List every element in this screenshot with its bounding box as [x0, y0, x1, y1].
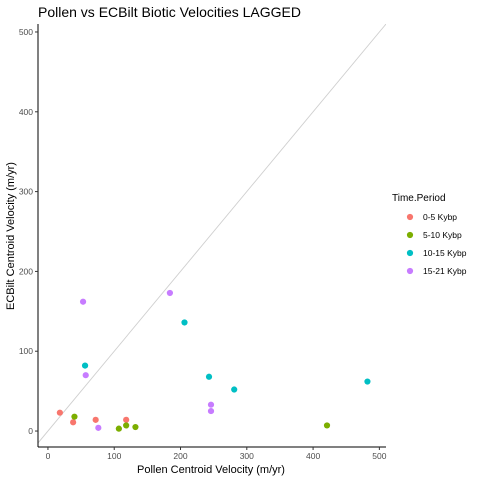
- data-point: [205, 373, 213, 380]
- x-tick-label: 0: [46, 451, 51, 461]
- legend-label: 0-5 Kybp: [423, 212, 457, 222]
- data-point: [95, 424, 102, 431]
- legend-swatch: [406, 249, 414, 257]
- data-point: [92, 416, 99, 423]
- legend-swatch: [406, 213, 414, 221]
- data-point: [231, 386, 238, 393]
- x-axis-title: Pollen Centroid Velocity (m/yr): [137, 464, 285, 476]
- reference-line-y-equals-x: [38, 24, 386, 444]
- y-tick-label: 200: [19, 266, 33, 276]
- plot-area: 0 100 200 300 400 500 0 100 200 300 400 500: [19, 24, 387, 461]
- legend-label: 15-21 Kybp: [423, 266, 467, 276]
- data-point: [71, 413, 78, 420]
- x-tick-label: 200: [173, 451, 187, 461]
- y-axis-title: ECBilt Centroid Velocity (m/yr): [5, 162, 17, 310]
- data-point: [323, 422, 331, 429]
- legend: Time.Period 0-5 Kybp 5-10 Kybp 10-15 Kybp 1…: [392, 193, 467, 276]
- data-point: [81, 362, 89, 369]
- x-tick-label: 400: [306, 451, 320, 461]
- data-point: [132, 423, 139, 431]
- legend-swatch: [406, 267, 414, 275]
- data-point: [207, 401, 215, 408]
- x-tick-label: 300: [240, 451, 254, 461]
- y-tick-label: 500: [19, 27, 33, 37]
- data-point: [123, 422, 130, 429]
- data-point: [115, 425, 122, 432]
- data-point: [207, 407, 215, 415]
- data-point: [56, 409, 63, 416]
- chart-title: Pollen vs ECBilt Biotic Velocities LAGGE…: [38, 4, 301, 20]
- y-tick-label: 0: [28, 426, 33, 436]
- y-tick-label: 400: [19, 107, 33, 117]
- y-tick-label: 100: [19, 346, 33, 356]
- legend-items: 0-5 Kybp 5-10 Kybp 10-15 Kybp 15-21 Kybp: [406, 212, 467, 276]
- legend-title: Time.Period: [392, 193, 446, 204]
- data-point: [166, 289, 174, 297]
- legend-swatch: [406, 231, 414, 239]
- data-point: [364, 378, 371, 385]
- data-point: [181, 319, 188, 326]
- data-point: [70, 419, 77, 426]
- legend-label: 10-15 Kybp: [423, 248, 467, 258]
- x-tick-label: 500: [372, 451, 386, 461]
- data-point: [79, 298, 87, 305]
- y-tick-label: 300: [19, 187, 33, 197]
- data-point: [123, 416, 130, 423]
- x-tick-label: 100: [107, 451, 121, 461]
- legend-label: 5-10 Kybp: [423, 230, 462, 240]
- data-point: [82, 372, 89, 379]
